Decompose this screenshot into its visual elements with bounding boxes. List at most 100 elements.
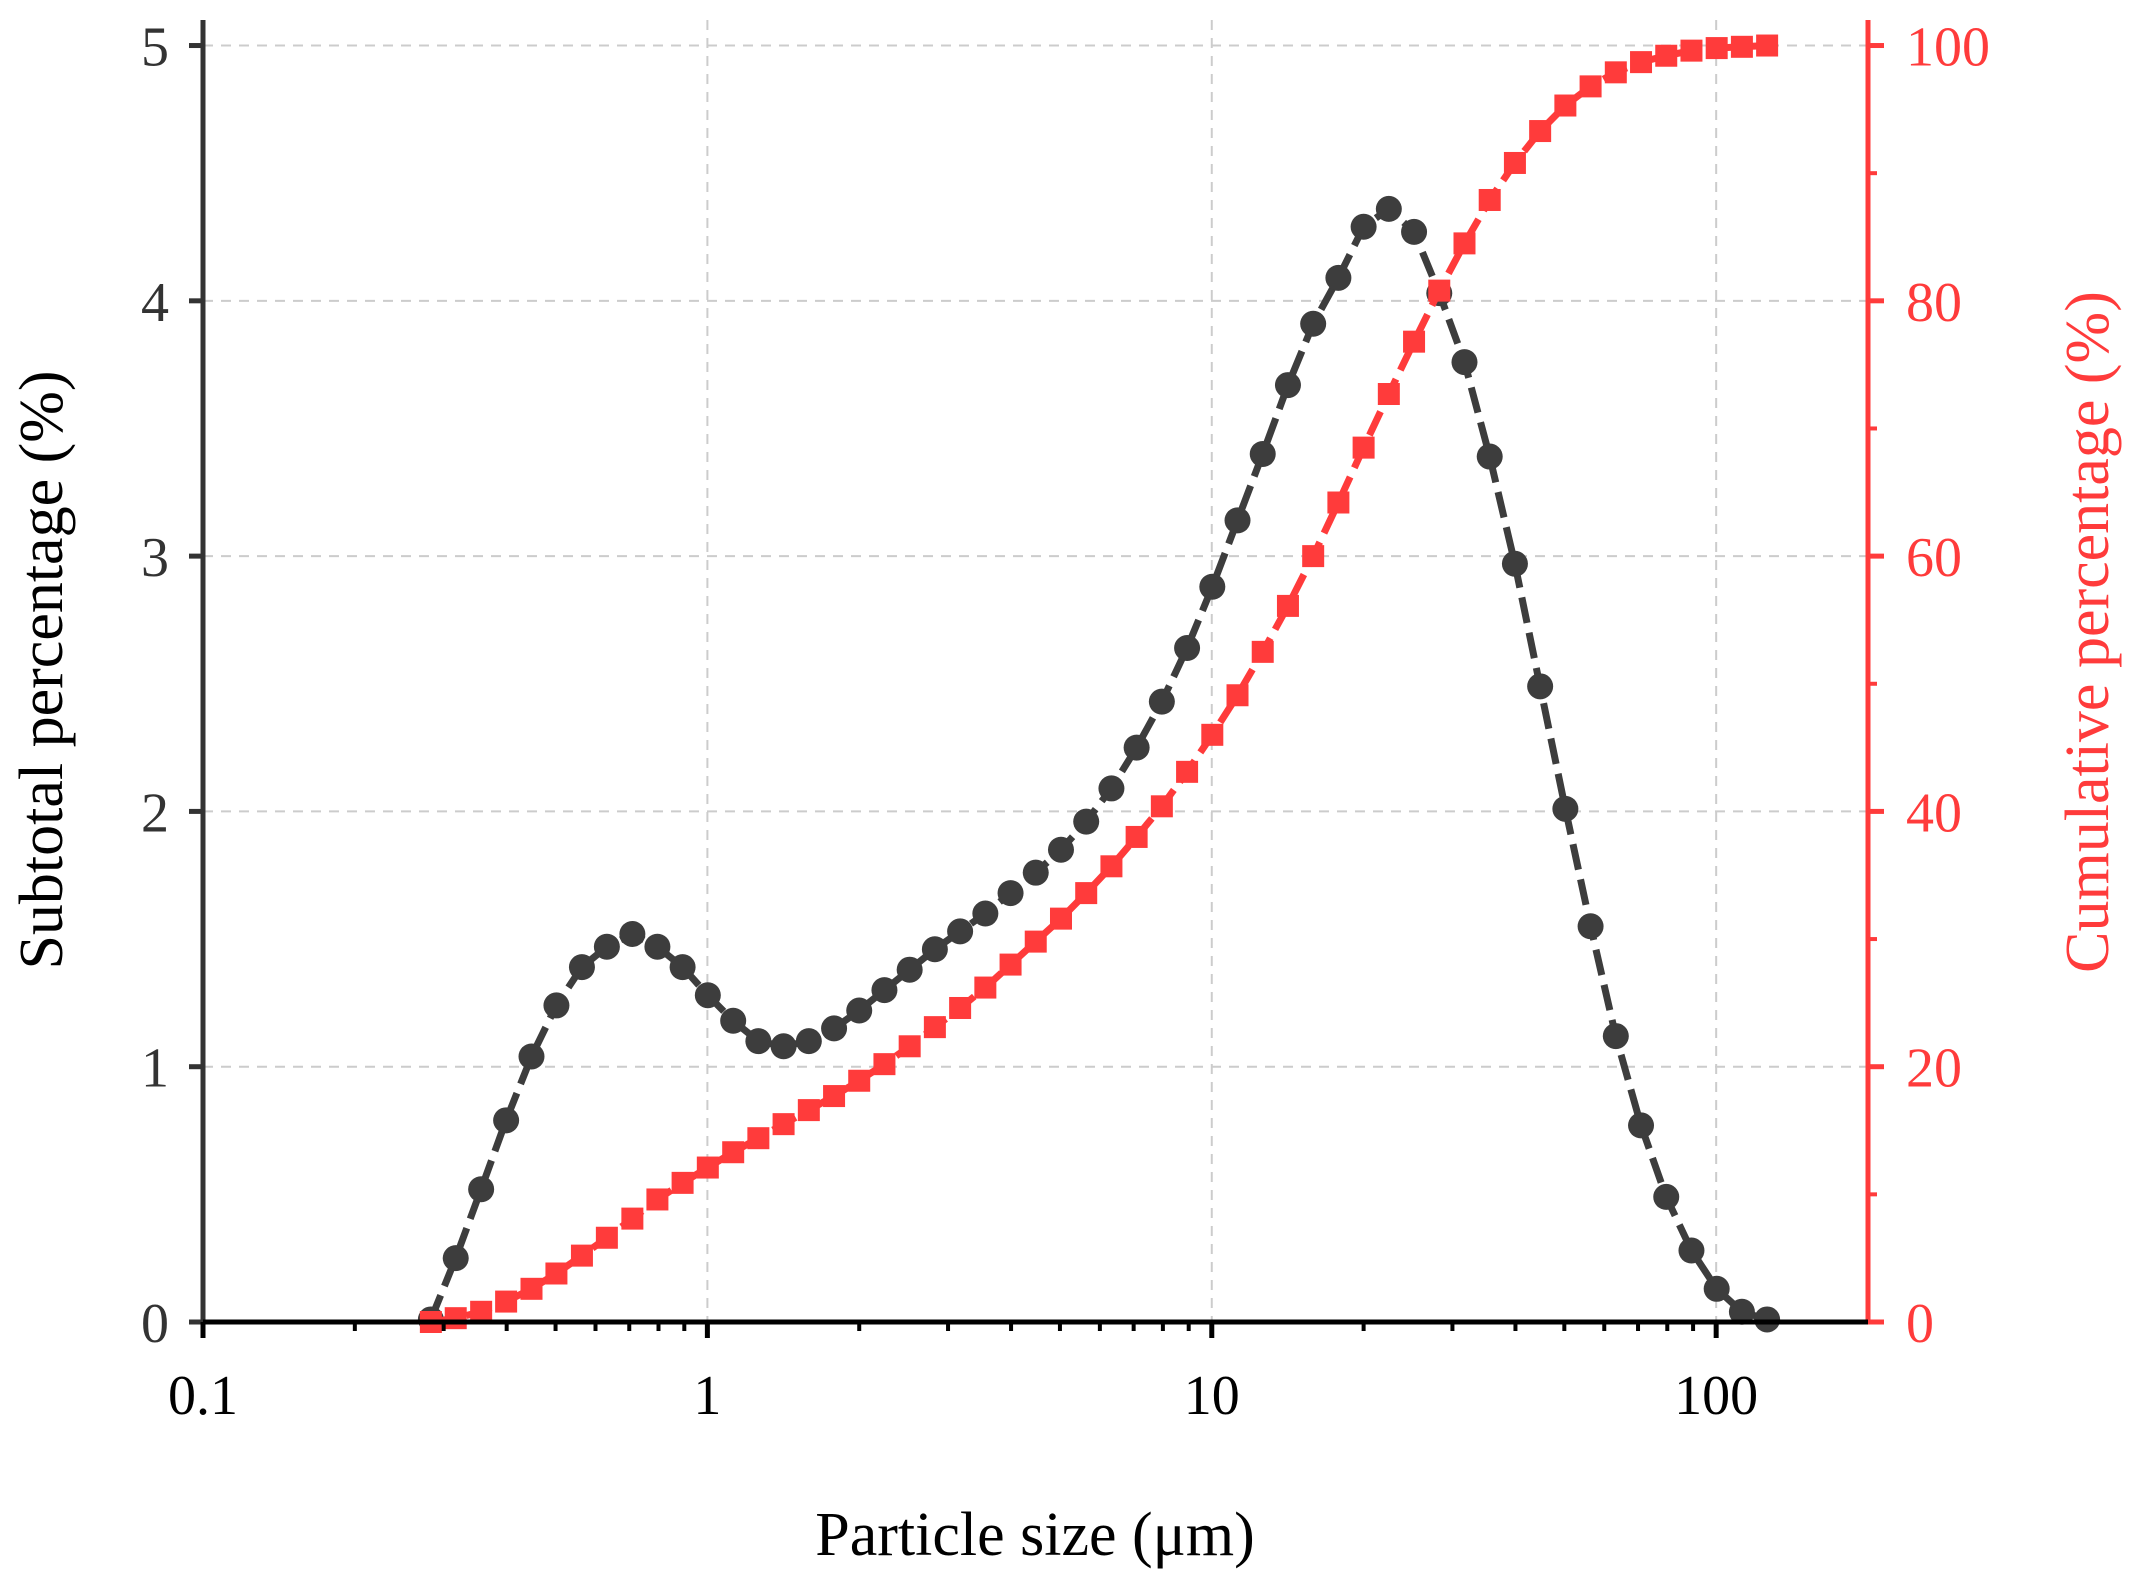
subtotal-point — [1754, 1306, 1781, 1333]
subtotal-point — [518, 1043, 545, 1070]
cumulative-point — [595, 1226, 618, 1249]
cumulative-point — [495, 1290, 518, 1313]
cumulative-point — [1529, 120, 1552, 143]
y2-tick-label: 80 — [1906, 272, 1962, 334]
cumulative-point — [1302, 545, 1325, 568]
subtotal-point — [1375, 195, 1402, 222]
subtotal-point — [846, 997, 873, 1024]
subtotal-point — [543, 992, 570, 1019]
subtotal-point — [1401, 218, 1428, 245]
subtotal-point — [593, 933, 620, 960]
subtotal-point — [795, 1028, 822, 1055]
subtotal-point — [871, 977, 898, 1004]
subtotal-point — [1022, 859, 1049, 886]
cumulative-point — [621, 1207, 644, 1230]
subtotal-point — [1047, 836, 1074, 863]
y2-tick-label: 60 — [1906, 527, 1962, 589]
subtotal-point — [1678, 1237, 1705, 1264]
y-tick-label: 4 — [141, 272, 169, 334]
subtotal-point — [468, 1176, 495, 1203]
subtotal-point — [694, 982, 721, 1009]
y-tick-label: 1 — [141, 1038, 169, 1100]
y-tick-label: 2 — [141, 782, 169, 844]
subtotal-point — [745, 1028, 772, 1055]
cumulative-point — [1579, 75, 1602, 98]
cumulative-point — [1503, 151, 1526, 174]
subtotal-point — [669, 954, 696, 981]
subtotal-point — [1098, 775, 1125, 802]
cumulative-point — [470, 1300, 493, 1323]
cumulative-point — [747, 1127, 770, 1150]
cumulative-point — [696, 1156, 719, 1179]
subtotal-point — [921, 936, 948, 963]
y2-tick-label: 40 — [1906, 782, 1962, 844]
axes-layer: 0 1 2 3 4 5 0 20 40 60 80 100 0.1 1 10 100 — [141, 17, 1990, 1427]
subtotal-series-line — [427, 205, 1769, 1323]
subtotal-point — [1274, 372, 1301, 399]
subtotal-point — [1476, 443, 1503, 470]
cumulative-point — [1604, 61, 1627, 84]
x-tick-label: 100 — [1674, 1365, 1758, 1427]
cumulative-point — [1075, 882, 1098, 905]
cumulative-series-line — [430, 42, 1768, 1326]
cumulative-point — [1554, 94, 1577, 117]
cumulative-point — [1453, 232, 1476, 255]
y2-axis-title: Cumulative percentage (%) — [2054, 291, 2122, 973]
subtotal-point — [972, 900, 999, 927]
subtotal-point — [821, 1015, 848, 1042]
cumulative-point — [1756, 34, 1779, 57]
cumulative-point — [1276, 594, 1299, 617]
subtotal-point — [770, 1033, 797, 1060]
y2-tick-label: 0 — [1906, 1293, 1934, 1355]
cumulative-point — [1377, 383, 1400, 406]
subtotal-point — [1728, 1298, 1755, 1325]
subtotal-point — [1703, 1275, 1730, 1302]
subtotal-point — [997, 880, 1024, 907]
cumulative-point — [570, 1244, 593, 1267]
cumulative-point — [1680, 39, 1703, 62]
cumulative-point — [1100, 855, 1123, 878]
subtotal-point — [1628, 1112, 1655, 1139]
cumulative-point — [949, 996, 972, 1019]
subtotal-point — [1451, 349, 1478, 376]
cumulative-point — [1705, 37, 1728, 60]
subtotal-point — [720, 1007, 747, 1034]
subtotal-point — [1249, 441, 1276, 467]
cumulative-point — [520, 1277, 543, 1300]
subtotal-point — [1123, 734, 1150, 761]
x-axis-title: Particle size (μm) — [815, 1501, 1255, 1569]
x-tick-label: 0.1 — [168, 1365, 238, 1427]
cumulative-point — [923, 1016, 946, 1039]
subtotal-point — [1653, 1183, 1680, 1210]
subtotal-point — [1501, 550, 1528, 577]
x-tick-label: 10 — [1184, 1365, 1240, 1427]
subtotal-point — [1602, 1023, 1629, 1050]
cumulative-point — [1176, 760, 1199, 783]
subtotal-point — [493, 1107, 520, 1134]
subtotal-point — [896, 956, 923, 983]
series-layer — [417, 34, 1781, 1333]
subtotal-point — [1350, 213, 1377, 240]
subtotal-point — [568, 954, 595, 981]
cumulative-point — [1478, 188, 1501, 211]
subtotal-point — [1325, 264, 1352, 291]
cumulative-point — [848, 1069, 871, 1092]
cumulative-point — [646, 1188, 669, 1211]
y2-tick-label: 100 — [1906, 17, 1990, 79]
subtotal-point — [1300, 310, 1327, 337]
cumulative-point — [797, 1099, 820, 1122]
subtotal-point — [947, 918, 974, 945]
y-tick-label: 3 — [141, 527, 169, 589]
cumulative-point — [1352, 436, 1375, 459]
cumulative-point — [1049, 907, 1072, 930]
cumulative-point — [898, 1035, 921, 1058]
cumulative-point — [1327, 491, 1350, 514]
cumulative-point — [1630, 51, 1653, 74]
cumulative-point — [999, 953, 1022, 976]
grid-layer — [203, 20, 1868, 1322]
subtotal-point — [1527, 673, 1554, 700]
y-axis-title: Subtotal percentage (%) — [8, 370, 76, 969]
subtotal-point — [1073, 808, 1100, 835]
cumulative-point — [444, 1307, 467, 1330]
